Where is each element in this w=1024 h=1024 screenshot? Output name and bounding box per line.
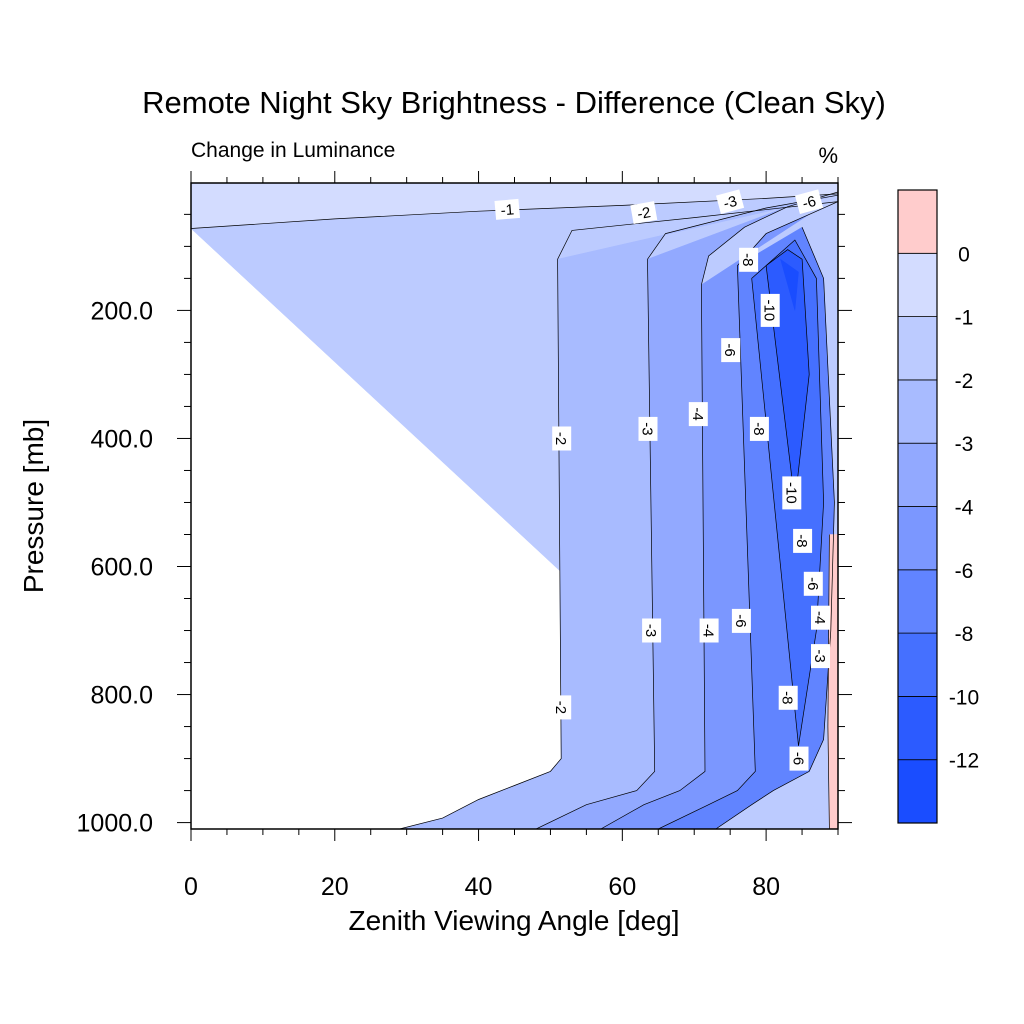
- contour-line: [751, 239, 824, 746]
- colorbar-tick-label: -10: [949, 686, 979, 709]
- svg-text:-1: -1: [500, 201, 515, 219]
- svg-text:-2: -2: [636, 204, 652, 223]
- plot-area: -1 -2 -3 -6 -8 -10 -6 -4 -8 -2 -3 -10 -8 -6 -4 -6 -3 -4 -3…: [191, 183, 838, 829]
- colorbar-swatch: [897, 759, 938, 824]
- contour-line: [658, 201, 838, 829]
- svg-text:-8: -8: [793, 534, 810, 547]
- y-tick-label: 1000.0: [77, 810, 153, 838]
- contour-label: -4: [699, 618, 719, 643]
- colorbar-tick-label: -4: [955, 497, 974, 520]
- contour-fill-region: [780, 258, 799, 311]
- colorbar: 0 -1 -2 -3 -4 -6 -8 -10 -12: [897, 189, 979, 824]
- colorbar-tick-label: -3: [955, 433, 974, 456]
- y-axis-label: Pressure [mb]: [18, 419, 49, 593]
- svg-text:-10: -10: [782, 482, 799, 504]
- colorbar-swatch: [897, 379, 938, 444]
- svg-text:-6: -6: [790, 752, 807, 765]
- contour-label: -6: [721, 338, 741, 363]
- colorbar-tick-label: 0: [958, 243, 970, 266]
- contour-label: -4: [688, 402, 708, 427]
- svg-text:-6: -6: [721, 343, 738, 356]
- contour-line: [600, 191, 838, 829]
- colorbar-tick-label: -6: [955, 560, 974, 583]
- contour-label: -6: [795, 189, 824, 214]
- svg-text:-2: -2: [552, 432, 569, 445]
- contour-label: -8: [749, 416, 769, 441]
- x-tick-label: 20: [321, 873, 349, 901]
- colorbar-tick-label: -1: [955, 307, 974, 330]
- contour-fill-region: [827, 534, 838, 829]
- contour-line: [191, 193, 838, 229]
- contour-label: -8: [739, 247, 759, 272]
- contour-label: -2: [630, 201, 658, 225]
- svg-text:-6: -6: [804, 577, 821, 590]
- contour-label: -8: [778, 685, 798, 710]
- left-subtitle: Change in Luminance: [191, 139, 395, 162]
- colorbar-swatch: [897, 442, 938, 507]
- colorbar-swatch: [897, 632, 938, 697]
- x-tick-label: 40: [465, 873, 493, 901]
- svg-text:-8: -8: [739, 253, 756, 266]
- contour-label: -4: [811, 605, 830, 630]
- y-tick-label: 800.0: [90, 682, 153, 710]
- colorbar-swatch: [897, 506, 938, 571]
- x-axis-label: Zenith Viewing Angle [deg]: [348, 905, 679, 936]
- svg-text:-10: -10: [761, 300, 778, 322]
- contour-label: -10: [760, 293, 780, 327]
- colorbar-swatch: [897, 189, 938, 254]
- svg-text:-4: -4: [811, 611, 828, 624]
- svg-text:-4: -4: [689, 407, 706, 420]
- contour-label: -10: [782, 476, 802, 510]
- svg-text:-6: -6: [732, 614, 749, 627]
- y-tick-label: 600.0: [90, 554, 153, 582]
- axes: 0 20 40 60 80 200.0 400.0 600.0 800.0 1000.0: [77, 171, 852, 901]
- colorbar-tick-label: -12: [949, 750, 979, 773]
- svg-text:-3: -3: [722, 193, 739, 213]
- contour-line: [399, 201, 838, 829]
- colorbar-swatch: [897, 696, 938, 761]
- contour-label: -6: [803, 571, 823, 596]
- svg-text:-3: -3: [639, 422, 656, 435]
- colorbar-swatch: [897, 316, 938, 381]
- contour-label: -3: [642, 618, 662, 643]
- contour-line: [827, 534, 830, 829]
- colorbar-swatch: [897, 252, 938, 318]
- contour-line: [715, 227, 835, 829]
- colorbar-tick-label: -2: [955, 370, 974, 393]
- contour-line: [535, 194, 838, 829]
- chart-title: Remote Night Sky Brightness - Difference…: [142, 85, 886, 120]
- x-tick-label: 80: [752, 873, 780, 901]
- svg-text:-8: -8: [779, 691, 796, 704]
- svg-text:-8: -8: [750, 422, 767, 435]
- svg-text:-2: -2: [552, 701, 569, 714]
- svg-text:-3: -3: [642, 624, 659, 637]
- svg-text:-3: -3: [811, 649, 828, 662]
- colorbar-tick-label: -8: [955, 623, 974, 646]
- colorbar-swatch: [897, 569, 938, 634]
- contour-label: -6: [789, 746, 809, 771]
- svg-text:-6: -6: [801, 193, 818, 213]
- y-tick-label: 200.0: [90, 297, 153, 325]
- contour-label: -3: [811, 644, 830, 669]
- contour-label: -1: [494, 198, 521, 220]
- contour-line: [765, 249, 810, 503]
- units-label: %: [818, 143, 838, 168]
- x-tick-label: 0: [184, 873, 198, 901]
- svg-text:-4: -4: [700, 624, 717, 637]
- contour-label: -6: [731, 608, 751, 633]
- contour-label: -2: [552, 426, 572, 451]
- y-tick-label: 400.0: [90, 425, 153, 453]
- contour-label: -8: [793, 528, 813, 553]
- contour-label: -2: [552, 695, 572, 720]
- contour-label: -3: [638, 416, 658, 441]
- contour-label: -3: [716, 189, 745, 214]
- x-tick-label: 60: [608, 873, 636, 901]
